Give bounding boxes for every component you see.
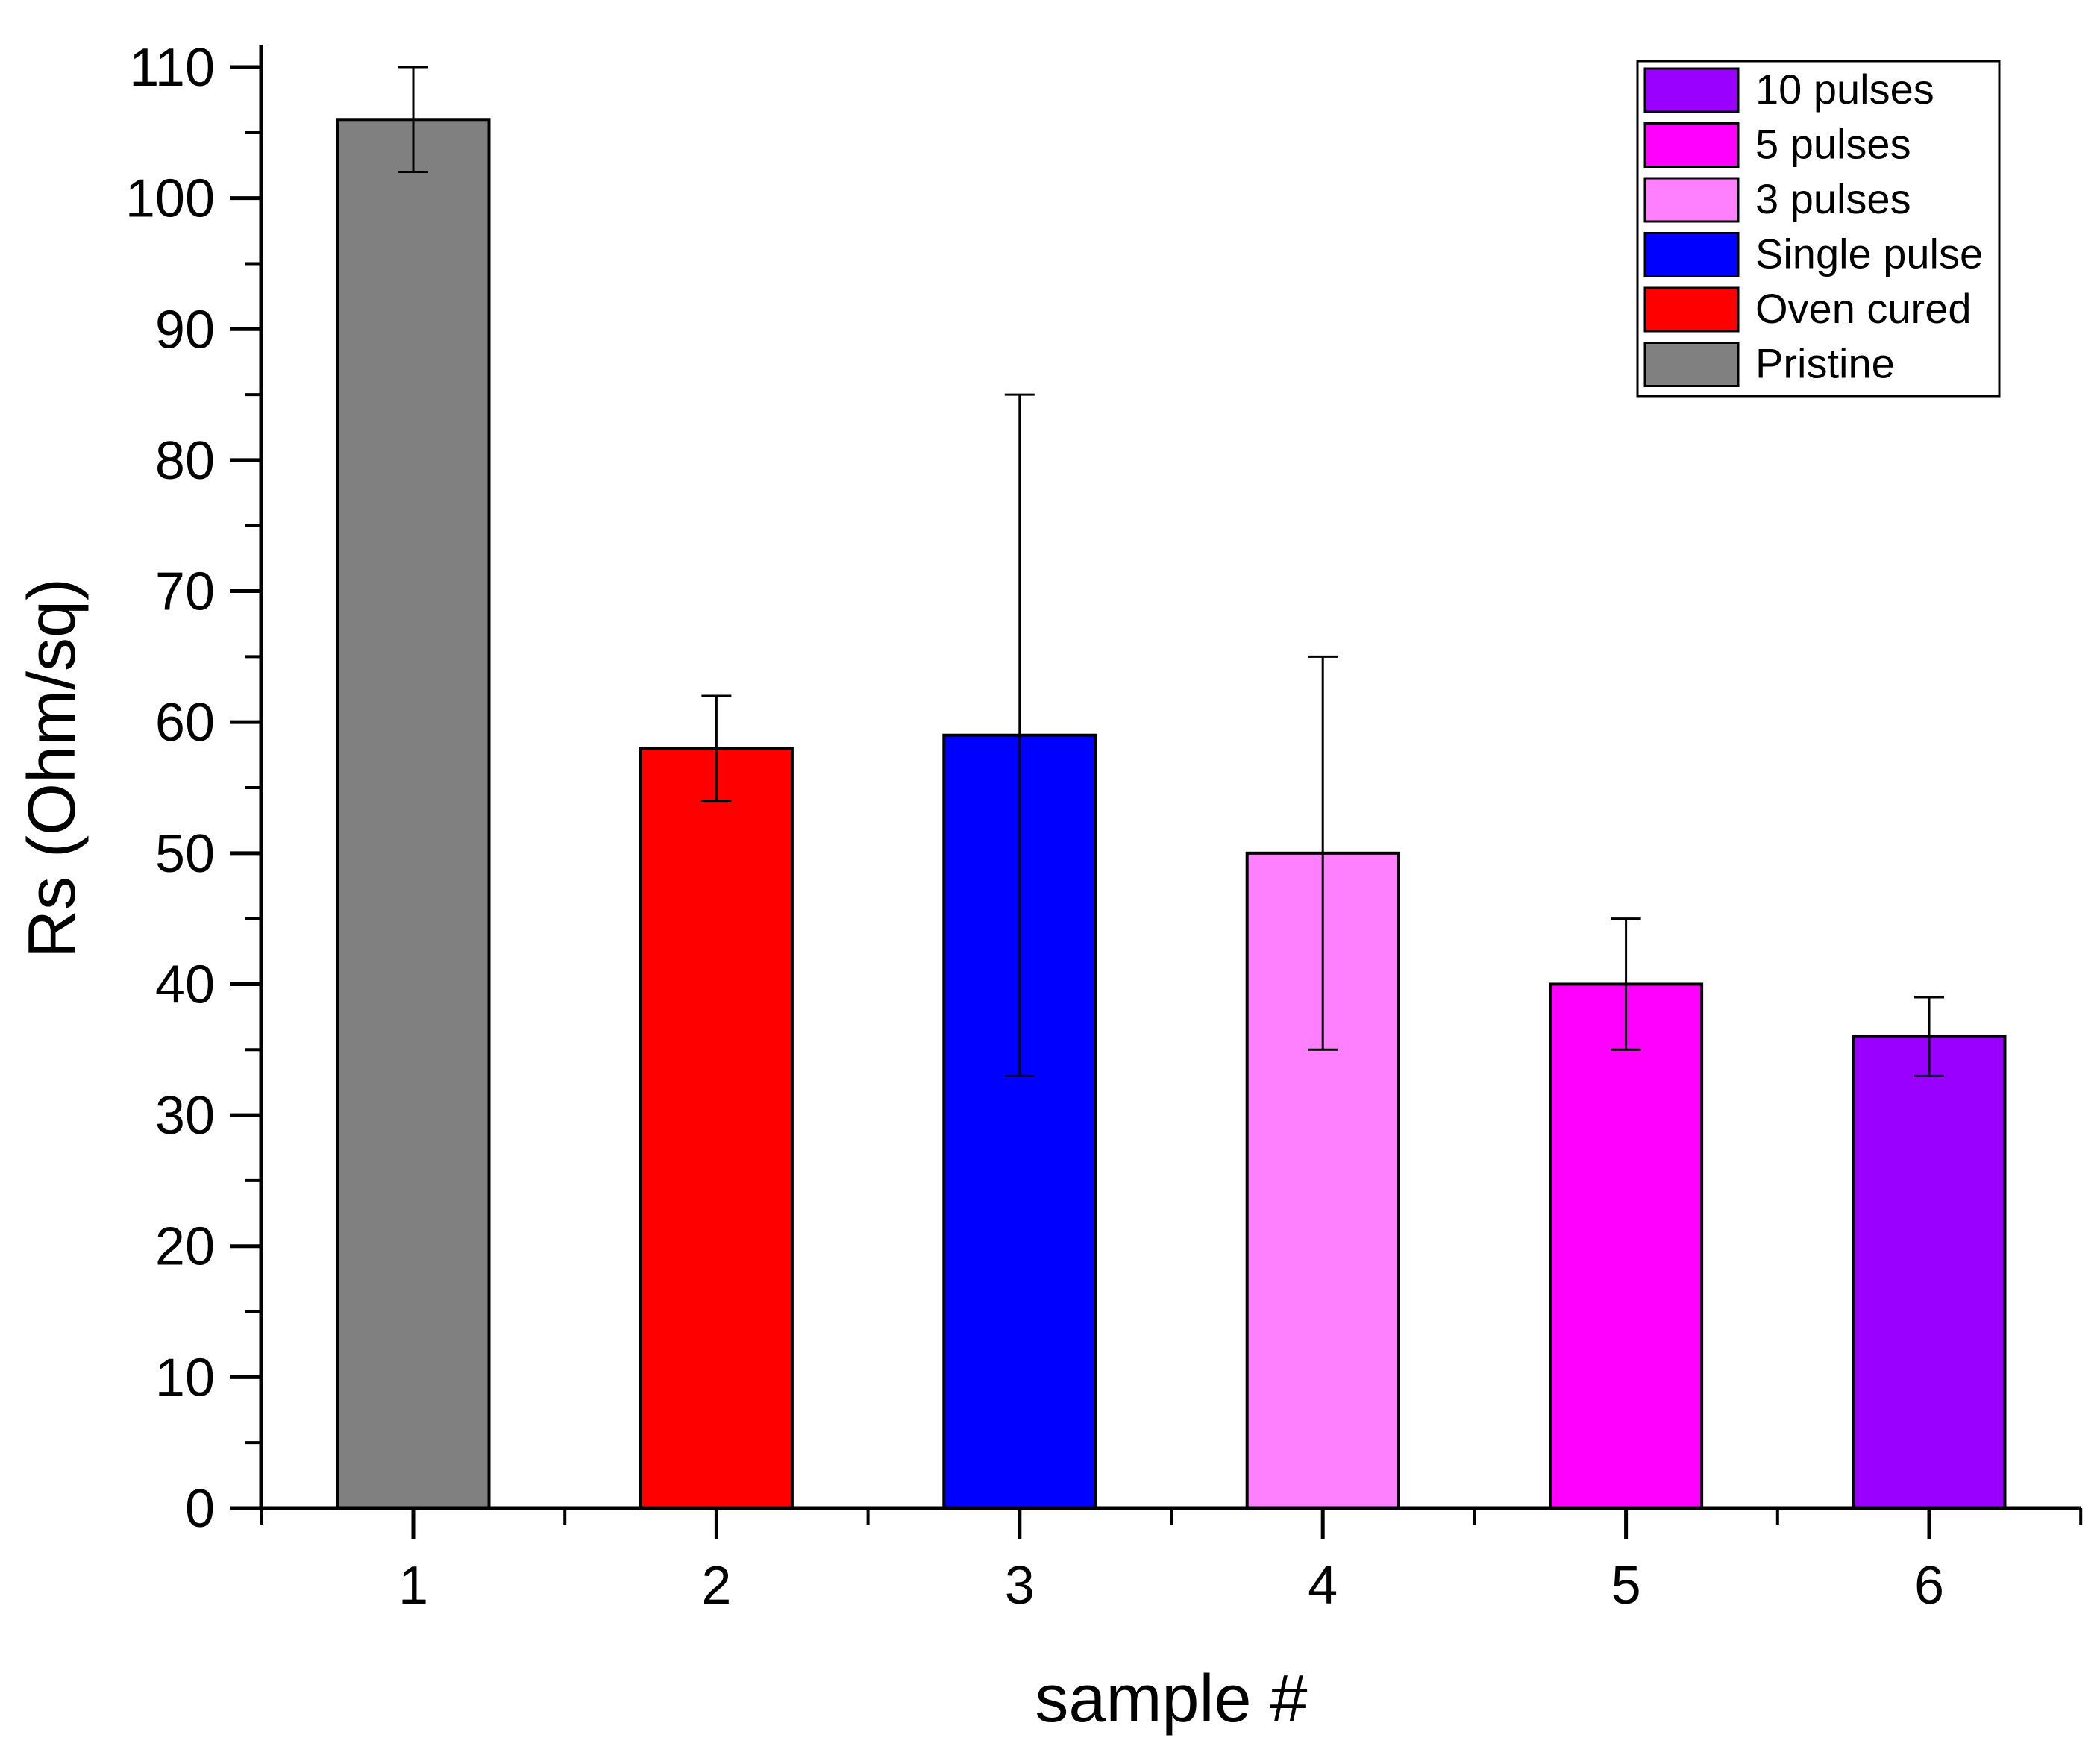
bar-2 bbox=[639, 747, 794, 1510]
y-tick-label-0: 0 bbox=[185, 1479, 215, 1539]
y-tick-label-40: 40 bbox=[155, 955, 215, 1014]
legend-label-3: Single pulse bbox=[1755, 230, 1983, 277]
y-axis-title: Rs (Ohm/sq) bbox=[15, 578, 90, 958]
legend-label-5: 5 pulses bbox=[1755, 121, 1911, 168]
legend-label-2: Oven cured bbox=[1755, 285, 1972, 332]
y-tick-label-70: 70 bbox=[155, 562, 215, 622]
legend-swatch-2 bbox=[1643, 286, 1740, 333]
x-tick-label-5: 5 bbox=[1611, 1556, 1641, 1616]
legend-label-6: 10 pulses bbox=[1755, 66, 1934, 113]
y-tick-label-30: 30 bbox=[155, 1086, 215, 1146]
legend-swatch-6 bbox=[1643, 67, 1740, 113]
bar-5 bbox=[1549, 982, 1704, 1510]
x-tick-label-2: 2 bbox=[701, 1556, 731, 1616]
legend-swatch-5 bbox=[1643, 122, 1740, 168]
y-tick-label-50: 50 bbox=[155, 824, 215, 884]
y-tick-label-60: 60 bbox=[155, 693, 215, 753]
legend-swatch-3 bbox=[1643, 232, 1740, 277]
legend-label-1: Pristine bbox=[1755, 340, 1895, 387]
legend-label-4: 3 pulses bbox=[1755, 175, 1911, 222]
y-tick-label-110: 110 bbox=[129, 38, 215, 98]
y-tick-label-20: 20 bbox=[155, 1217, 215, 1277]
axes-layer: 0 10 20 30 40 50 60 70 80 90 100 110 1 2 3 4 5 6 bbox=[125, 38, 2083, 1616]
legend-box bbox=[1636, 60, 2001, 398]
x-tick-label-6: 6 bbox=[1914, 1556, 1944, 1616]
legend: 10 pulses 5 pulses 3 pulses Single pulse Ove… bbox=[1636, 60, 2001, 398]
legend-swatch-4 bbox=[1643, 177, 1740, 223]
bar-6 bbox=[1852, 1035, 2007, 1510]
y-tick-label-100: 100 bbox=[125, 169, 215, 229]
legend-swatch-1 bbox=[1643, 342, 1740, 387]
x-tick-label-3: 3 bbox=[1005, 1556, 1035, 1616]
bar-1 bbox=[336, 118, 491, 1510]
error-bars-layer bbox=[398, 66, 1944, 1077]
y-tick-label-90: 90 bbox=[155, 300, 215, 360]
x-tick-label-4: 4 bbox=[1308, 1556, 1338, 1616]
y-tick-label-10: 10 bbox=[155, 1348, 215, 1407]
x-tick-label-1: 1 bbox=[398, 1556, 428, 1616]
y-tick-label-80: 80 bbox=[155, 431, 215, 491]
x-axis-title: sample # bbox=[1035, 1662, 1307, 1736]
